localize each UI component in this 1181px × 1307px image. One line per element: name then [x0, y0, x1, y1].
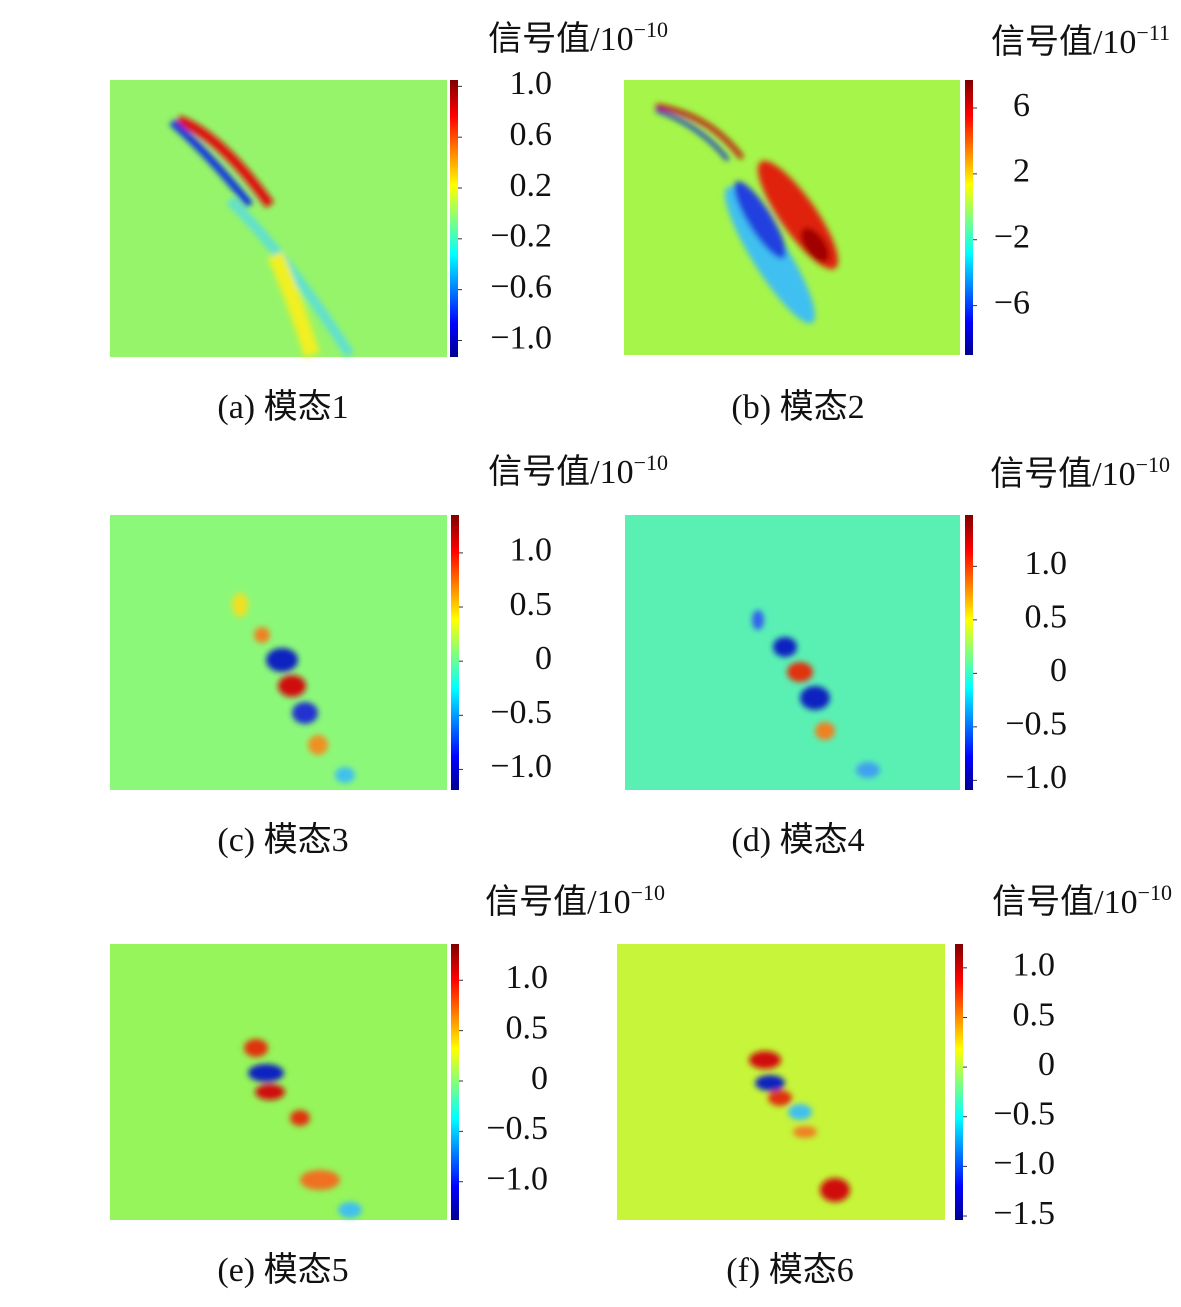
colorbar-tick-label: −1.0: [486, 1161, 548, 1198]
colorbar-exponent: −10: [1138, 880, 1172, 905]
colorbar-tick-label: −2: [994, 219, 1030, 256]
panel-caption: (e) 模态5: [217, 1251, 348, 1289]
colorbar-title: 信号值/10−10: [990, 452, 1170, 493]
colorbar-tick-label: −1.0: [490, 748, 552, 785]
colorbar-tick-label: 2: [1013, 153, 1030, 190]
colorbar-tick-label: 6: [1013, 87, 1030, 124]
colorbar-tick-label: 0.5: [510, 586, 553, 623]
colorbar-label: 信号值/10: [485, 883, 630, 921]
colorbar-tick-label: −1.0: [490, 319, 552, 356]
heatmap-image: [110, 80, 447, 358]
panel-caption: (c) 模态3: [217, 821, 348, 859]
colorbar: [955, 944, 963, 1220]
colorbar: [965, 80, 973, 355]
colorbar-tick-label: −1.5: [993, 1195, 1055, 1232]
colorbar-exponent: −10: [634, 450, 668, 475]
colorbar-tick-label: −0.5: [993, 1096, 1055, 1133]
heatmap-image: [617, 944, 945, 1220]
heatmap-image: [110, 944, 447, 1220]
colorbar-tick-label: 0: [1050, 652, 1067, 689]
colorbar-tick-label: −1.0: [1005, 759, 1067, 796]
colorbar: [451, 515, 459, 790]
colorbar-exponent: −11: [1136, 20, 1170, 45]
colorbar-title: 信号值/10−11: [991, 20, 1170, 61]
colorbar-tick-label: 1.0: [1013, 947, 1056, 984]
colorbar-label: 信号值/10: [488, 20, 633, 58]
colorbar-tick-label: 0: [1038, 1046, 1055, 1083]
colorbar-label: 信号值/10: [488, 453, 633, 491]
colorbar-title: 信号值/10−10: [485, 880, 665, 921]
colorbar-exponent: −10: [631, 880, 665, 905]
colorbar: [451, 944, 459, 1220]
colorbar-label: 信号值/10: [991, 23, 1136, 61]
panel-caption: (b) 模态2: [731, 388, 864, 426]
colorbar-title: 信号值/10−10: [488, 450, 668, 491]
heatmap-image: [624, 80, 960, 355]
colorbar-tick-label: 0: [535, 640, 552, 677]
colorbar-tick-label: 1.0: [510, 65, 553, 102]
colorbar-tick-label: 0.6: [510, 116, 553, 153]
colorbar-tick-label: 0.5: [1013, 996, 1056, 1033]
colorbar-tick-label: −0.5: [490, 694, 552, 731]
panel-caption: (a) 模态1: [217, 388, 348, 426]
colorbar-exponent: −10: [1136, 452, 1170, 477]
colorbar: [965, 515, 973, 790]
colorbar-label: 信号值/10: [992, 883, 1137, 921]
colorbar-tick-label: 1.0: [1025, 545, 1068, 582]
colorbar-tick-label: 0.2: [510, 167, 553, 204]
heatmap-image: [625, 515, 960, 790]
colorbar-title: 信号值/10−10: [488, 17, 668, 58]
colorbar-exponent: −10: [634, 17, 668, 42]
colorbar-tick-label: −6: [994, 284, 1030, 321]
colorbar-tick-label: 1.0: [510, 532, 553, 569]
colorbar-label: 信号值/10: [990, 455, 1135, 493]
colorbar-title: 信号值/10−10: [992, 880, 1172, 921]
panel-caption: (f) 模态6: [726, 1251, 853, 1289]
colorbar-tick-label: 0: [531, 1060, 548, 1097]
colorbar-tick-label: −0.6: [490, 268, 552, 305]
colorbar-tick-label: 0.5: [506, 1009, 549, 1046]
colorbar-tick-label: −1.0: [993, 1145, 1055, 1182]
colorbar-tick-label: −0.5: [486, 1110, 548, 1147]
heatmap-image: [110, 515, 447, 790]
panel-caption: (d) 模态4: [731, 821, 864, 859]
colorbar-tick-label: 0.5: [1025, 599, 1068, 636]
colorbar-tick-label: 1.0: [506, 959, 549, 996]
colorbar: [450, 80, 458, 357]
colorbar-tick-label: −0.2: [490, 218, 552, 255]
colorbar-tick-label: −0.5: [1005, 706, 1067, 743]
